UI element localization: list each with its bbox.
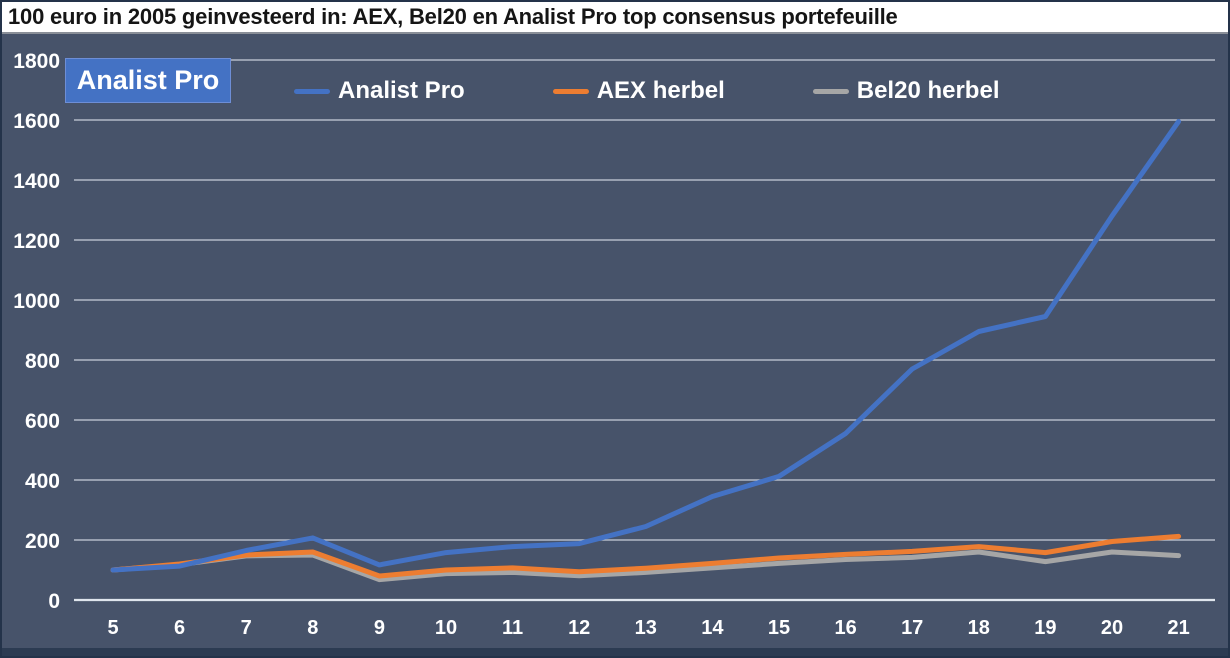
x-axis-tick-label: 10 [435,617,457,639]
series-line-aex-herbel [110,533,1182,579]
x-axis-tick-label: 18 [968,617,990,639]
y-axis-tick-label: 200 [25,530,60,553]
x-axis-tick-label: 6 [174,617,185,639]
x-axis-tick-label: 16 [834,617,856,639]
x-axis-tick-label: 9 [374,617,385,639]
x-axis-tick-label: 13 [635,617,657,639]
plot-svg: 0 200 400 600 800 1000 1200 1400 1600 1800 5 6 7 8 9 10… [13,50,1215,639]
y-axis-tick-label: 600 [25,410,60,433]
x-axis-tick-label: 19 [1034,617,1056,639]
legend-item-aex-herbel: AEX herbel [552,77,725,105]
chart-title: 100 euro in 2005 geinvesteerd in: AEX, B… [8,4,898,29]
legend-label-bel20-herbel: Bel20 herbel [856,77,1000,104]
analist-pro-badge-label: Analist Pro [76,65,220,95]
bottom-border-strip [2,648,1228,656]
x-axis-tick-label: 15 [768,617,790,639]
plot-area: 0 200 400 600 800 1000 1200 1400 1600 1800 5 6 7 8 9 10… [2,34,1228,656]
x-axis-tick-label: 5 [107,617,118,639]
orange-line-dash-icon [552,88,589,94]
x-axis-tick-label: 20 [1101,617,1123,639]
x-axis-tick-label: 8 [307,617,318,639]
y-axis-tick-label: 800 [25,350,60,373]
chart-title-bar: 100 euro in 2005 geinvesteerd in: AEX, B… [2,2,1228,34]
y-axis-tick-label: 1400 [13,170,60,193]
legend-item-analist-pro: Analist Pro [294,77,465,105]
x-axis-tick-label: 14 [701,617,724,639]
y-axis-tick-label: 1200 [13,230,60,253]
y-axis-tick-label: 0 [48,590,60,613]
y-axis-tick-label: 400 [25,470,60,493]
blue-line-dash-icon [294,88,330,94]
legend-label-analist-pro: Analist Pro [338,77,465,104]
x-axis-tick-label: 21 [1167,617,1189,639]
analist-pro-badge: Analist Pro [65,58,231,103]
y-axis-tick-label: 1800 [13,50,60,73]
x-axis-tick-label: 7 [241,617,252,639]
x-axis-tick-label: 17 [901,617,923,639]
legend-item-bel20-herbel: Bel20 herbel [812,77,1000,105]
y-axis-tick-label: 1000 [13,290,60,313]
chart-legend: Analist Pro AEX herbel Bel20 herbel [294,77,999,105]
y-axis-tick-label: 1600 [13,110,60,133]
x-axis-tick-label: 12 [568,617,590,639]
legend-label-aex-herbel: AEX herbel [596,77,725,104]
series-line-analist-pro [110,119,1182,573]
gray-line-dash-icon [812,88,849,94]
x-axis-tick-label: 11 [502,617,523,639]
